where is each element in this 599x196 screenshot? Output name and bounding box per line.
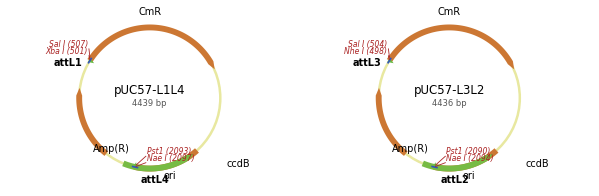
Text: attL4: attL4: [141, 175, 170, 185]
Text: Pst1 (2093): Pst1 (2093): [147, 147, 191, 156]
Text: CmR: CmR: [438, 7, 461, 17]
Polygon shape: [427, 148, 498, 172]
Text: attL1: attL1: [53, 58, 82, 68]
Text: ccdB: ccdB: [526, 159, 549, 169]
Text: attL3: attL3: [353, 58, 382, 68]
Text: Sal I (507): Sal I (507): [49, 40, 88, 49]
Text: Amp(R): Amp(R): [392, 144, 429, 154]
Text: Amp(R): Amp(R): [92, 144, 129, 154]
Polygon shape: [432, 162, 437, 169]
Text: attL2: attL2: [440, 175, 469, 185]
Text: pUC57-L1L4: pUC57-L1L4: [114, 84, 186, 97]
Text: CmR: CmR: [138, 7, 161, 17]
Text: ccdB: ccdB: [226, 159, 250, 169]
Polygon shape: [122, 154, 193, 172]
Polygon shape: [132, 162, 137, 169]
Text: Pst1 (2090): Pst1 (2090): [446, 147, 491, 156]
Text: Sal I (504): Sal I (504): [348, 40, 388, 49]
Text: Nhe I (498): Nhe I (498): [344, 47, 388, 56]
Text: 4436 bp: 4436 bp: [432, 99, 467, 108]
Polygon shape: [87, 24, 214, 69]
Text: ori: ori: [463, 171, 476, 181]
Polygon shape: [388, 58, 394, 63]
Text: pUC57-L3L2: pUC57-L3L2: [413, 84, 485, 97]
Polygon shape: [128, 148, 199, 172]
Text: Xba I (501): Xba I (501): [46, 47, 88, 56]
Polygon shape: [387, 24, 514, 69]
Polygon shape: [76, 88, 108, 156]
Text: ori: ori: [164, 171, 176, 181]
Text: Nae I (2097): Nae I (2097): [147, 154, 195, 163]
Text: Nae I (2094): Nae I (2094): [446, 154, 494, 163]
Polygon shape: [422, 154, 493, 172]
Text: 4439 bp: 4439 bp: [132, 99, 167, 108]
Polygon shape: [376, 88, 407, 156]
Polygon shape: [88, 58, 94, 63]
